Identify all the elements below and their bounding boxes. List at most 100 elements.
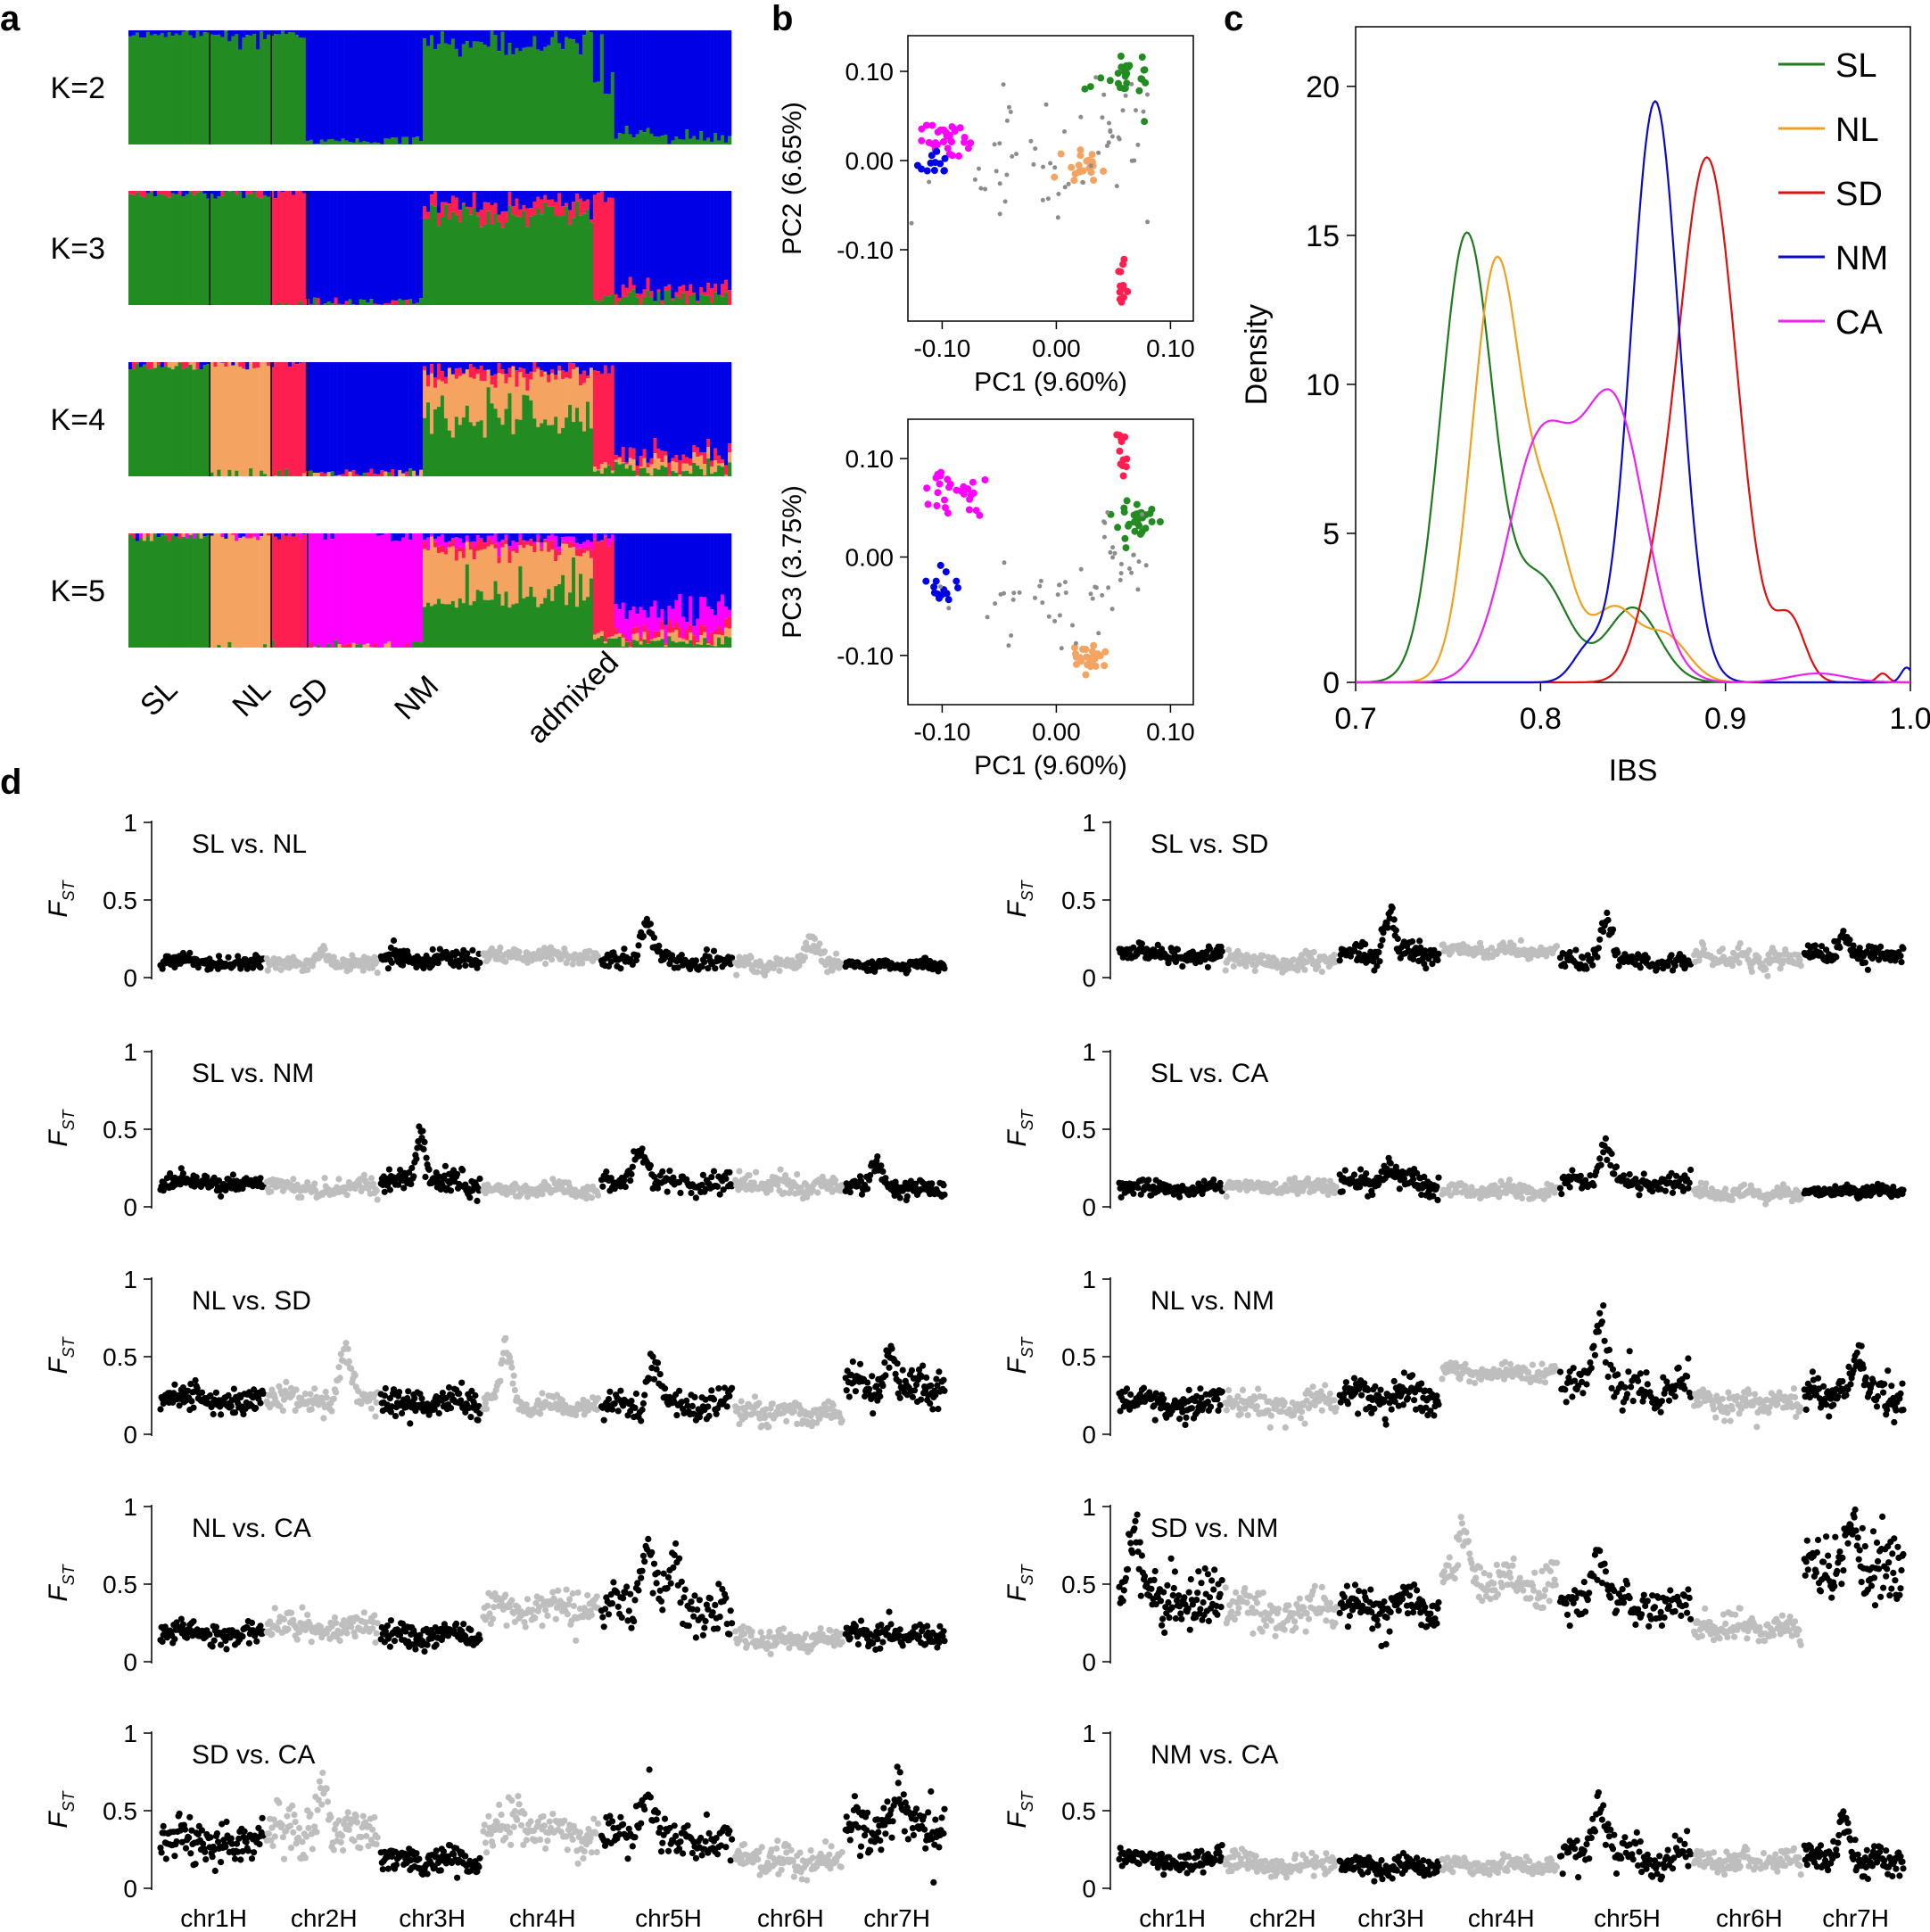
ancestry-segment (511, 541, 515, 549)
ancestry-segment (699, 455, 704, 469)
ancestry-segment (557, 366, 562, 371)
ancestry-segment (713, 284, 718, 293)
pca-point-admixed (1045, 196, 1051, 202)
ancestry-segment (624, 533, 629, 620)
ancestry-segment (224, 362, 228, 367)
ancestry-segment (423, 362, 427, 367)
fst-point (753, 1168, 760, 1176)
ancestry-segment (298, 37, 303, 145)
ancestry-segment (713, 472, 718, 476)
ancestry-segment (497, 51, 501, 144)
ancestry-segment (443, 204, 449, 305)
ancestry-segment (210, 194, 214, 305)
fst-point (397, 1167, 404, 1174)
pca-point-SL (1125, 63, 1133, 71)
ancestry-segment (599, 474, 605, 476)
x-tick-label: 0.8 (1520, 702, 1562, 736)
ancestry-segment (710, 632, 714, 646)
ancestry-segment (461, 542, 466, 549)
ancestry-segment (280, 475, 285, 476)
ancestry-segment (423, 30, 427, 39)
fst-point (1341, 1167, 1349, 1174)
fst-point (708, 1174, 715, 1181)
ancestry-segment (249, 30, 253, 36)
fst-point (419, 1127, 426, 1135)
ancestry-segment (326, 472, 331, 476)
ancestry-segment (581, 431, 587, 476)
ancestry-segment (486, 30, 491, 47)
ancestry-segment (199, 30, 203, 37)
fst-point (1748, 968, 1755, 975)
ancestry-segment (249, 468, 253, 476)
ancestry-segment (653, 362, 657, 439)
ancestry-segment (401, 537, 406, 648)
ancestry-segment (493, 191, 498, 203)
ancestry-segment (330, 30, 334, 139)
ancestry-segment (479, 366, 483, 381)
ancestry-segment (522, 211, 526, 305)
ancestry-segment (224, 538, 228, 648)
ancestry-segment (692, 362, 697, 446)
pca-point-SL (1120, 504, 1128, 512)
ancestry-segment (581, 552, 587, 601)
ancestry-segment (639, 30, 643, 131)
ancestry-segment (685, 129, 689, 144)
ancestry-segment (606, 465, 612, 476)
fst-point (688, 1189, 695, 1197)
ancestry-segment (490, 191, 494, 206)
ancestry-segment (681, 191, 686, 285)
ancestry-segment (408, 30, 413, 144)
ancestry-segment (664, 466, 668, 476)
ancestry-segment (656, 30, 661, 137)
pca-point-CA (918, 136, 926, 144)
ancestry-segment (362, 191, 367, 301)
fst-point (628, 1170, 635, 1177)
ancestry-segment (482, 380, 487, 438)
ancestry-segment (398, 298, 402, 305)
fst-point (1422, 947, 1429, 954)
ancestry-segment (468, 377, 474, 423)
ancestry-segment (384, 471, 388, 476)
pca-point-admixed (1014, 152, 1019, 157)
fst-point (710, 947, 718, 954)
ancestry-segment (610, 362, 615, 366)
y-axis-label: FST (1002, 879, 1036, 917)
ancestry-segment (167, 197, 172, 305)
ancestry-segment (145, 533, 151, 537)
ancestry-segment (430, 533, 434, 536)
ancestry-segment (242, 191, 246, 199)
ancestry-segment (621, 637, 626, 647)
ancestry-segment (167, 191, 172, 198)
fst-point (1434, 1196, 1441, 1203)
ancestry-segment (599, 635, 605, 648)
pca-point-NM (936, 160, 944, 168)
ancestry-segment (710, 466, 714, 475)
ancestry-segment (525, 362, 530, 375)
pca-point-SL (1106, 77, 1114, 85)
ancestry-segment (461, 417, 466, 476)
ancestry-segment (642, 632, 647, 640)
ancestry-segment (450, 600, 456, 648)
ancestry-segment (585, 362, 590, 376)
ancestry-segment (529, 379, 533, 400)
ancestry-segment (624, 462, 629, 465)
ancestry-segment (678, 460, 682, 475)
pca-point-SL (1140, 66, 1148, 74)
ancestry-segment (706, 644, 711, 648)
ancestry-segment (674, 630, 679, 643)
ancestry-segment (561, 49, 565, 145)
ancestry-segment (696, 533, 700, 619)
ancestry-segment (174, 533, 178, 537)
ancestry-segment (472, 41, 476, 144)
ancestry-segment (227, 641, 232, 648)
ancestry-segment (472, 541, 476, 547)
ancestry-segment (287, 191, 293, 305)
ancestry-segment (543, 539, 548, 543)
ancestry-segment (249, 35, 253, 144)
fst-point (1303, 958, 1310, 966)
ancestry-segment (504, 362, 508, 375)
fst-point (374, 970, 381, 977)
pca-point-NM (954, 584, 961, 592)
ancestry-segment (138, 533, 144, 539)
